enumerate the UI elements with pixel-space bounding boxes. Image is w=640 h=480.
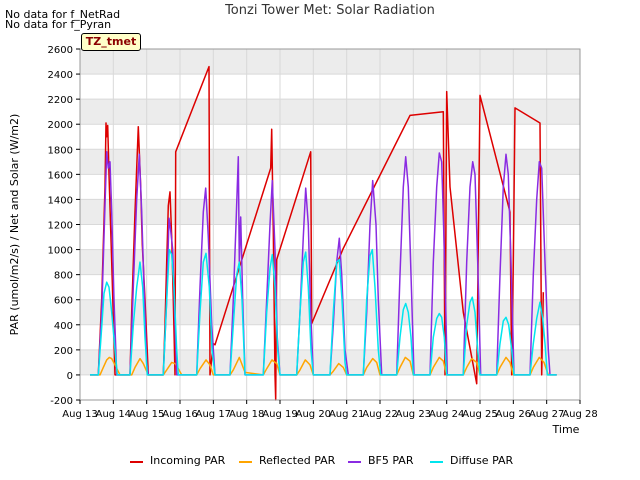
x-tick-label: Aug 25 — [462, 409, 497, 420]
y-tick-label: 1200 — [48, 221, 73, 232]
x-tick-label: Aug 24 — [429, 409, 464, 420]
y-tick-label: -200 — [50, 396, 73, 407]
legend-swatch — [239, 461, 252, 463]
y-tick-label: 600 — [54, 296, 73, 307]
x-tick-label: Aug 16 — [162, 409, 197, 420]
x-tick-label: Aug 14 — [96, 409, 131, 420]
plot-band — [80, 99, 580, 125]
legend-label: BF5 PAR — [368, 454, 414, 467]
y-axis: -200 0 200 400 600 800 1000 1200 1400 1600 1800 200… — [48, 45, 80, 407]
plot-band — [80, 249, 580, 275]
legend: Incoming PAR Reflected PAR BF5 PAR Diffu… — [0, 454, 640, 470]
x-tick-label: Aug 26 — [496, 409, 531, 420]
series-line-diffuse-par — [90, 248, 557, 376]
no-data-notice-netrad: No data for f_NetRad — [5, 8, 121, 21]
legend-label: Reflected PAR — [259, 454, 336, 467]
series-line-incoming-par — [90, 65, 545, 401]
x-tick-label: Aug 18 — [229, 409, 264, 420]
y-tick-label: 1000 — [48, 246, 73, 257]
y-tick-label: 2400 — [48, 70, 73, 81]
y-tick-label: 200 — [54, 346, 73, 357]
y-tick-label: 400 — [54, 321, 73, 332]
series-lines — [90, 65, 557, 401]
x-tick-label: Aug 21 — [329, 409, 364, 420]
chart-title: Tonzi Tower Met: Solar Radiation — [225, 3, 435, 18]
y-tick-label: 2200 — [48, 95, 73, 106]
y-tick-label: 1400 — [48, 195, 73, 206]
plot-band — [80, 49, 580, 75]
x-tick-label: Aug 17 — [196, 409, 231, 420]
legend-label: Incoming PAR — [150, 454, 226, 467]
x-tick-label: Aug 13 — [62, 409, 97, 420]
tz-badge: TZ_tmet — [81, 33, 141, 51]
no-data-notice-pyran: No data for f_Pyran — [5, 18, 112, 31]
y-tick-label: 1600 — [48, 170, 73, 181]
legend-swatch — [130, 461, 143, 463]
y-tick-label: 2600 — [48, 45, 73, 56]
x-tick-label: Aug 20 — [296, 409, 331, 420]
plot-band — [80, 199, 580, 225]
x-tick-label: Aug 23 — [396, 409, 431, 420]
x-tick-label: Aug 28 — [562, 409, 597, 420]
legend-swatch — [348, 461, 361, 463]
legend-swatch — [430, 461, 443, 463]
y-tick-label: 800 — [54, 271, 73, 282]
x-tick-label: Aug 15 — [129, 409, 164, 420]
plot-band — [80, 299, 580, 325]
y-tick-label: 2000 — [48, 120, 73, 131]
y-tick-label: 0 — [67, 371, 73, 382]
y-axis-label: PAR (umol/m2/s) / Net and Solar (W/m2) — [8, 114, 21, 336]
legend-label: Diffuse PAR — [450, 454, 514, 467]
y-tick-label: 1800 — [48, 145, 73, 156]
x-tick-label: Aug 19 — [262, 409, 297, 420]
x-tick-label: Aug 22 — [362, 409, 397, 420]
x-axis-label: Time — [552, 423, 580, 436]
x-tick-label: Aug 27 — [529, 409, 564, 420]
